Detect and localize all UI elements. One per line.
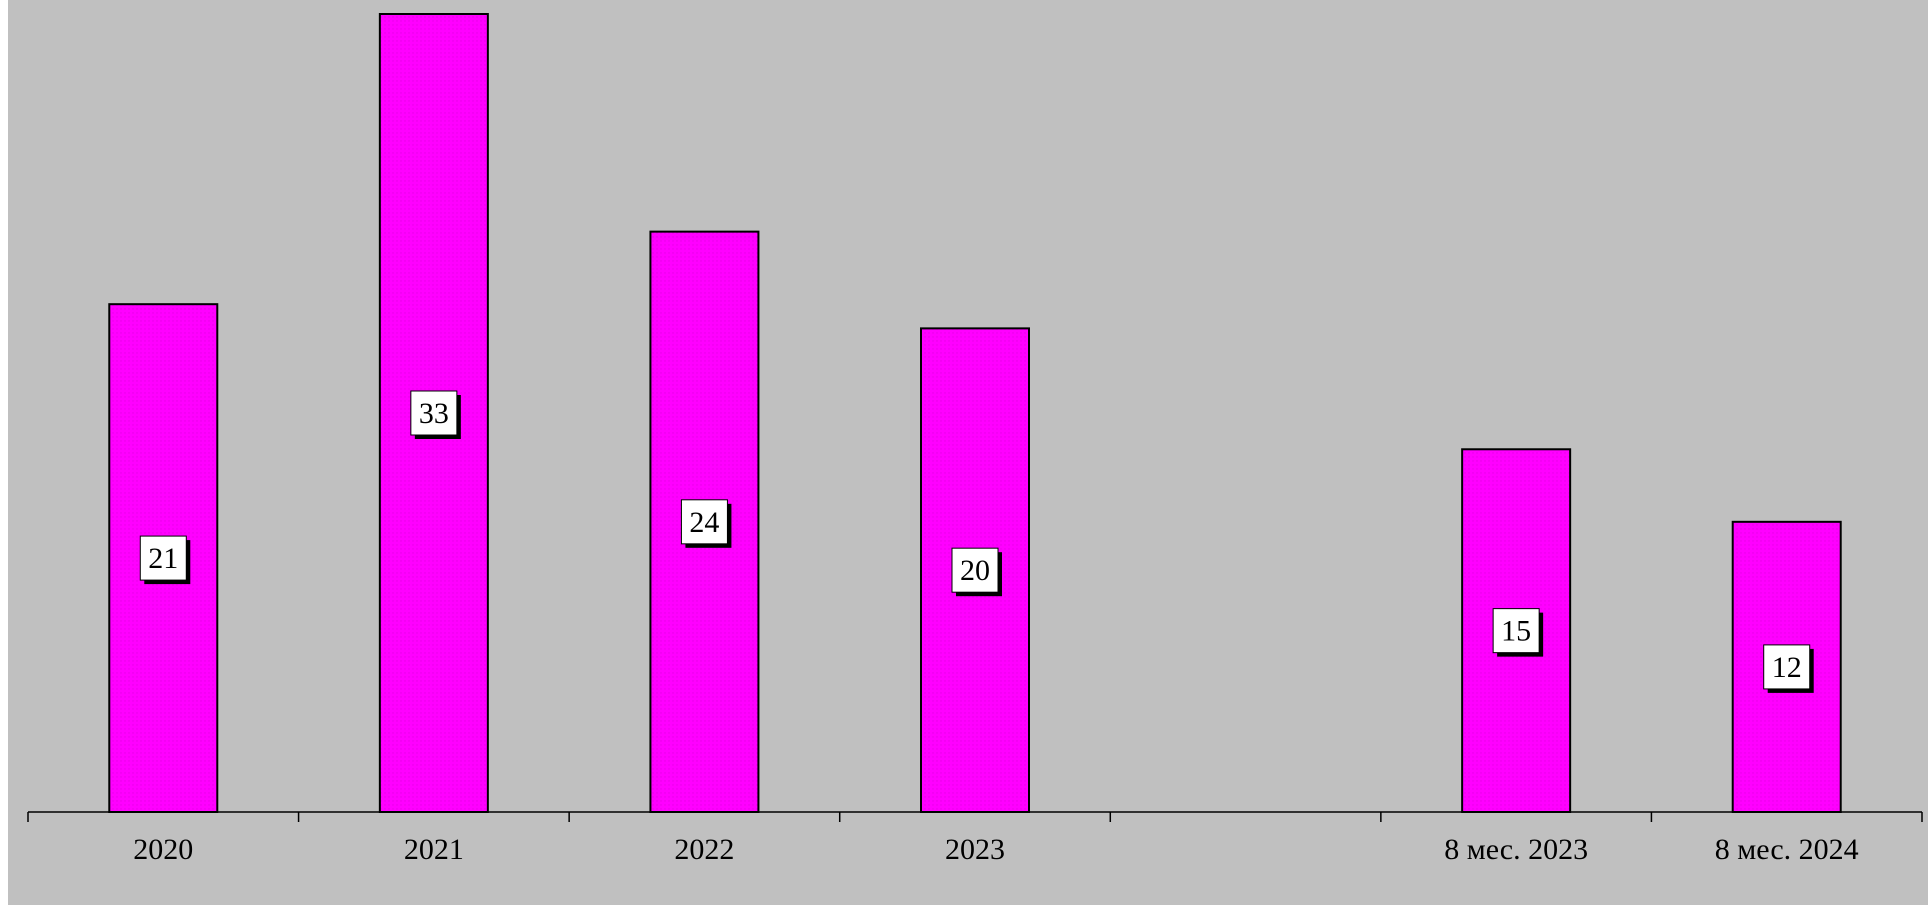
x-tick-label: 2020	[133, 833, 193, 866]
data-label-box	[680, 499, 728, 545]
data-label-box	[1763, 644, 1811, 690]
data-labels-layer: 21 33 24 20 15 12	[139, 390, 1814, 693]
data-label: 12	[1763, 644, 1814, 693]
data-label-text: 15	[1501, 615, 1531, 648]
data-label-text: 20	[960, 554, 990, 587]
data-label: 33	[410, 390, 461, 439]
x-tick-label: 8 мес. 2023	[1444, 833, 1588, 866]
data-label: 24	[680, 499, 732, 548]
x-tick-label: 2022	[674, 833, 734, 866]
data-label-text: 24	[689, 506, 719, 539]
data-label: 15	[1492, 608, 1544, 657]
data-label-box	[951, 547, 999, 593]
x-axis: 2020 2021 2022 2023 8 мес. 2023 8 мес. 2024	[27, 811, 1923, 866]
data-label: 20	[951, 547, 1002, 597]
data-label-box	[139, 535, 187, 581]
data-label-text: 33	[419, 397, 449, 430]
data-label-box	[410, 390, 458, 436]
x-tick-label: 2023	[945, 833, 1005, 866]
x-tick-label: 2021	[404, 833, 464, 866]
data-label-box	[1492, 608, 1540, 654]
data-label: 21	[139, 535, 191, 585]
x-tick-label: 8 мес. 2024	[1715, 833, 1859, 866]
data-label-text: 21	[148, 542, 178, 575]
data-label-text: 12	[1772, 651, 1802, 684]
